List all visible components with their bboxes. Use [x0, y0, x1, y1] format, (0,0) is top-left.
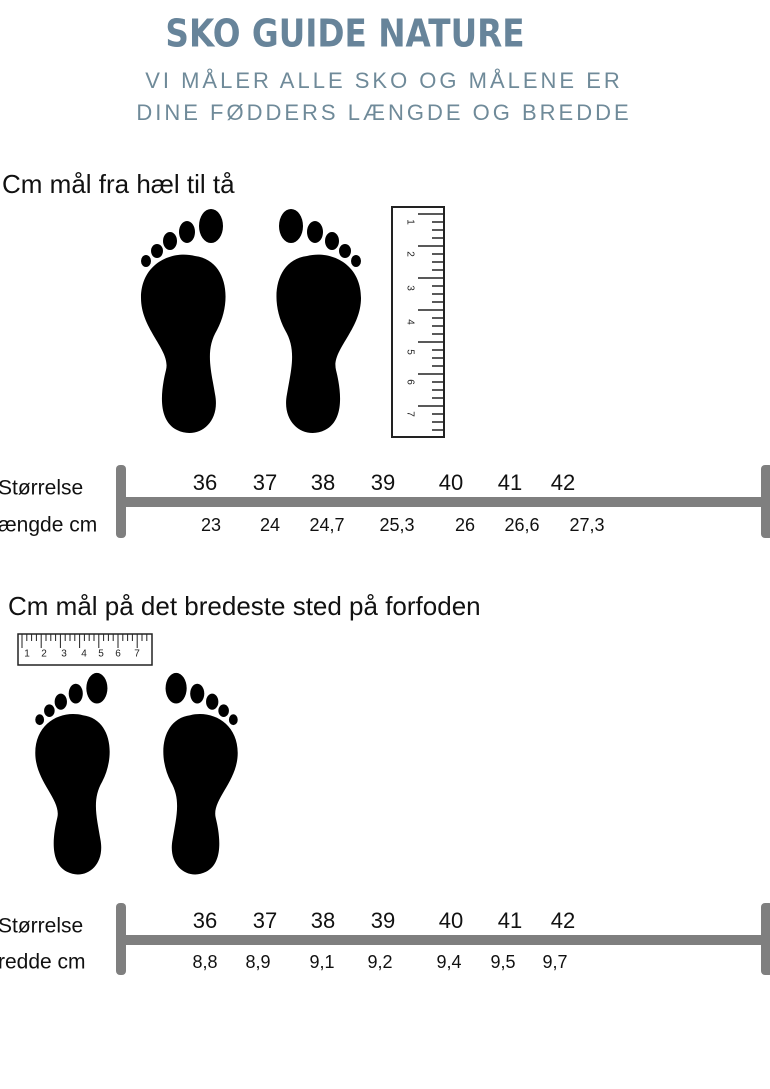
- title: SKO GUIDE NATURE: [165, 12, 524, 56]
- vertical-ruler: [391, 206, 445, 438]
- ruler-number: 6: [404, 379, 415, 385]
- measure: 27,3: [569, 515, 604, 535]
- scale-cap: [761, 903, 770, 975]
- measure: 26: [455, 515, 475, 535]
- ruler-number: 2: [41, 649, 47, 660]
- size: 42: [551, 908, 575, 933]
- ruler-number: 1: [404, 219, 415, 225]
- row-label: ængde cm: [0, 514, 97, 537]
- scale-cap: [116, 903, 126, 975]
- scale-bar: [121, 497, 767, 507]
- ruler-number: 6: [115, 649, 121, 660]
- scale-cap: [761, 465, 770, 538]
- ruler-number: 4: [81, 649, 87, 660]
- size: 39: [371, 908, 395, 933]
- measure: 26,6: [504, 515, 539, 535]
- measure: 9,1: [309, 952, 334, 972]
- ruler-number: 1: [24, 649, 30, 660]
- measure: 24,7: [309, 515, 344, 535]
- size: 39: [371, 470, 395, 495]
- subtitle: DINE FØDDERS LÆNGDE OG BREDDE: [136, 100, 631, 125]
- measure: 9,7: [542, 952, 567, 972]
- ruler-number: 7: [404, 411, 415, 417]
- size: 38: [311, 908, 335, 933]
- scale-cap: [116, 465, 126, 538]
- size: 41: [498, 470, 522, 495]
- ruler-number: 4: [404, 319, 415, 325]
- ruler-number: 5: [98, 649, 104, 660]
- size: 38: [311, 470, 335, 495]
- size: 42: [551, 470, 575, 495]
- measure: 8,9: [245, 952, 270, 972]
- subtitle: VI MÅLER ALLE SKO OG MÅLENE ER: [145, 68, 623, 93]
- size: 36: [193, 908, 217, 933]
- ruler-number: 7: [134, 649, 140, 660]
- measure: 25,3: [379, 515, 414, 535]
- measure: 9,4: [436, 952, 461, 972]
- ruler-number: 2: [404, 251, 415, 257]
- measure: 8,8: [192, 952, 217, 972]
- size: 37: [253, 908, 277, 933]
- measure: 24: [260, 515, 280, 535]
- scale-bar: [121, 935, 767, 945]
- section-heading: Cm mål på det bredeste sted på forfoden: [8, 591, 481, 621]
- row-label: redde cm: [0, 951, 86, 974]
- row-label: Størrelse: [0, 477, 83, 500]
- ruler-number: 3: [404, 285, 415, 291]
- size: 37: [253, 470, 277, 495]
- section-heading: Cm mål fra hæl til tå: [2, 169, 235, 199]
- row-label: Størrelse: [0, 915, 83, 938]
- size: 41: [498, 908, 522, 933]
- size: 40: [439, 908, 463, 933]
- measure: 9,5: [490, 952, 515, 972]
- feet: [35, 209, 361, 875]
- measure: 23: [201, 515, 221, 535]
- measure: 9,2: [367, 952, 392, 972]
- ruler-number: 3: [61, 649, 67, 660]
- ruler-number: 5: [404, 349, 415, 355]
- size: 36: [193, 470, 217, 495]
- size: 40: [439, 470, 463, 495]
- horizontal-ruler: [17, 633, 153, 666]
